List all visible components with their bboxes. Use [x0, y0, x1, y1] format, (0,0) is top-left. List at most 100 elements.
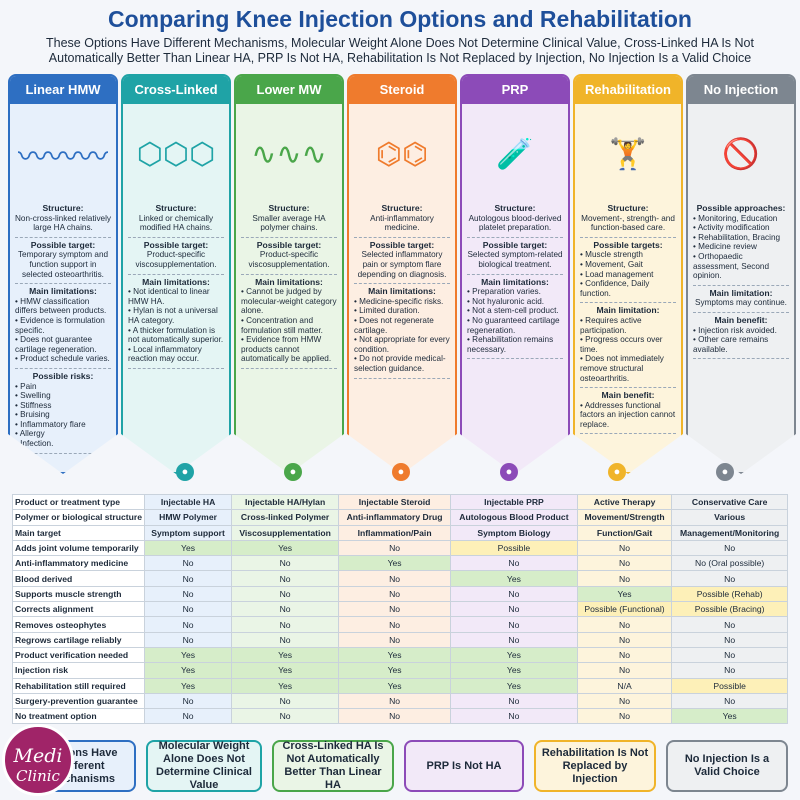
table-cell: Possible (Functional)	[576, 601, 673, 618]
card-section-text: Temporary symptom and function support i…	[17, 250, 109, 279]
card-list-item: Preparation varies.	[467, 287, 563, 297]
table-cell: No	[671, 616, 788, 633]
column-marker-icon: ●	[608, 463, 626, 481]
table-row: Rehabilitation still required Yes Yes Yes Ye…	[11, 677, 788, 694]
card-title: PRP	[462, 76, 568, 104]
table-cell: Yes	[144, 662, 233, 679]
card-section-text: Linked or chemically modified HA chains.	[138, 213, 214, 233]
card-section-heading: Main limitations:	[368, 286, 436, 297]
card-list-item: Inflammatory flare	[15, 420, 111, 430]
card-section-heading: Possible targets:	[593, 239, 663, 250]
table-row: Surgery-prevention guarantee No No No No No No	[11, 692, 788, 710]
table-cell: No	[144, 631, 233, 648]
card-list-item: Orthopaedic assessment, Second opinion.	[693, 252, 789, 281]
table-cell: No	[144, 616, 233, 633]
row-label: Rehabilitation still required	[11, 677, 146, 694]
table-cell: Symptom Biology	[450, 524, 578, 541]
table-cell: No	[231, 570, 340, 587]
table-cell: No	[144, 570, 233, 587]
table-cell: Yes	[231, 677, 340, 694]
table-cell: No	[576, 631, 673, 648]
card-illustration-icon: ∿∿∿	[251, 137, 327, 171]
card-section-heading: Possible target:	[30, 239, 96, 250]
table-cell: Yes	[338, 555, 452, 572]
card-section-text: Movement-, strength- and function-based …	[581, 213, 675, 233]
card-list-item: Cannot be judged by molecular-weight cat…	[241, 287, 337, 316]
card-illustration-icon: 〰〰〰	[18, 141, 108, 174]
card-no-injection: No Injection 🚫 Possible approaches:Monitor…	[686, 74, 796, 474]
row-label: Surgery-prevention guarantee	[11, 692, 146, 710]
table-cell: Inflammation/Pain	[338, 524, 452, 541]
table-cell: No	[576, 692, 673, 710]
table-cell: No	[144, 692, 233, 710]
key-message: Cross-Linked HA Is Not Automatically Bet…	[272, 740, 394, 792]
column-icons: ● ● ● ● ● ●	[0, 463, 800, 487]
card-list-item: Evidence is formulation specific.	[15, 316, 111, 335]
table-cell: No	[231, 631, 340, 648]
table-cell: No	[144, 601, 233, 618]
table-cell: No	[450, 692, 578, 710]
table-cell: No	[338, 631, 452, 648]
card-list-item: Monitoring, Education	[693, 214, 789, 224]
table-cell: Conservative Care	[671, 493, 788, 511]
column-marker-icon: ●	[176, 463, 194, 481]
row-label: Supports muscle strength	[11, 585, 146, 603]
table-cell: Yes	[231, 662, 340, 679]
card-illustration-icon: ⬡⬡⬡	[136, 137, 216, 171]
card-section-heading: Structure:	[381, 203, 423, 213]
table-row: Product verification needed Yes Yes Yes Yes N…	[11, 646, 788, 664]
card-illustration-icon: ⌬⌬	[375, 137, 429, 171]
card-title: Lower MW	[236, 76, 342, 104]
key-message: PRP Is Not HA	[404, 740, 524, 792]
table-cell: No	[231, 555, 340, 572]
card-list-item: Swelling	[15, 391, 111, 401]
table-cell: No	[576, 708, 673, 725]
row-label: Regrows cartilage reliably	[11, 631, 146, 648]
card-section-text: Product-specific viscosupplementation.	[248, 250, 330, 269]
card-list-item: Local inflammatory reaction may occur.	[128, 345, 224, 364]
card-list-item: Not hyaluronic acid.	[467, 297, 563, 307]
comparison-table: Product or treatment type Injectable HA In…	[11, 493, 788, 725]
table-cell: No	[450, 555, 578, 572]
column-marker-icon: ●	[716, 463, 734, 481]
table-cell: No (Oral possible)	[671, 555, 788, 572]
table-cell: No	[338, 539, 452, 557]
card-list-item: Do not provide medical-selection guidanc…	[354, 354, 450, 373]
table-cell: No	[450, 585, 578, 603]
card-section-text: Product-specific viscosupplementation.	[135, 250, 217, 269]
card-section-heading: Structure:	[155, 203, 197, 213]
table-row: Main target Symptom support Viscosupplemen…	[11, 524, 788, 541]
logo-line-2: Clinic	[16, 767, 60, 785]
card-section-text: Symptoms may continue.	[695, 298, 787, 308]
card-rehabilitation: Rehabilitation 🏋 Structure: Movement-, stre…	[573, 74, 683, 474]
card-list-item: Confidence, Daily function.	[580, 279, 676, 298]
table-cell: Symptom support	[144, 524, 233, 541]
card-prp: PRP 🧪 Structure: Autologous blood-derived p…	[460, 74, 570, 474]
table-cell: No	[231, 601, 340, 618]
card-list-item: Rehabilitation remains necessary.	[467, 335, 563, 354]
card-section-heading: Structure:	[494, 203, 536, 213]
card-section-heading: Structure:	[42, 203, 84, 213]
card-list-item: Medicine-specific risks.	[354, 297, 450, 307]
table-cell: Yes	[338, 677, 452, 694]
table-cell: Possible (Bracing)	[671, 601, 788, 618]
card-list-item: Injection risk avoided.	[693, 326, 789, 336]
card-list-item: Concentration and formulation still matt…	[241, 316, 337, 335]
table-cell: Yes	[450, 677, 578, 694]
table-cell: No	[338, 601, 452, 618]
card-illustration-icon: 🚫	[722, 137, 760, 171]
table-cell: Yes	[671, 708, 788, 725]
card-illustration-icon: 🏋	[609, 137, 647, 171]
card-steroid: Steroid ⌬⌬ Structure: Anti-inflammatory med…	[347, 74, 457, 474]
table-cell: Yes	[144, 539, 233, 557]
card-list-item: Not appropriate for every condition.	[354, 335, 450, 354]
table-cell: Possible	[671, 677, 788, 694]
table-cell: No	[338, 570, 452, 587]
card-section-text: Smaller average HA polymer chains.	[252, 213, 326, 233]
card-section-heading: Main limitations:	[481, 276, 549, 287]
card-section-heading: Possible approaches:	[696, 203, 786, 213]
table-cell: No	[671, 662, 788, 679]
card-list-item: Requires active participation.	[580, 316, 676, 335]
card-section-heading: Main limitations:	[29, 286, 97, 297]
row-label: Main target	[11, 524, 146, 541]
